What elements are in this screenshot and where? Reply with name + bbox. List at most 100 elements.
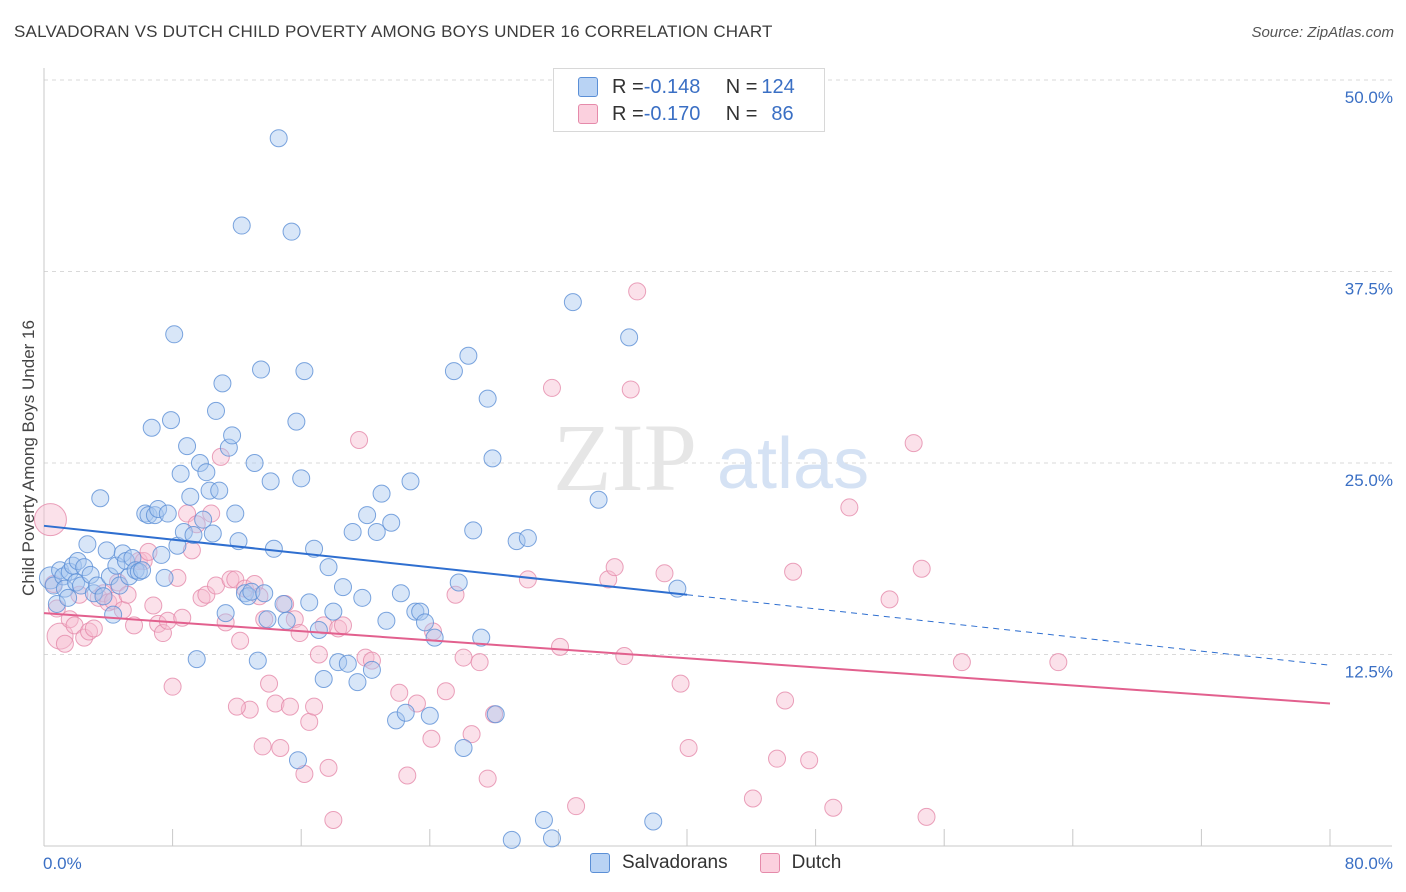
salvadoran-point: [78, 535, 97, 554]
salvadoran-point: [324, 602, 343, 621]
stats-legend-row-salvadorans: R = -0.148 N = 124: [578, 75, 795, 99]
salvadoran-point: [67, 573, 86, 592]
salvadoran-point: [213, 374, 232, 393]
dutch-point: [280, 697, 299, 716]
source-label: Source: ZipAtlas.com: [1251, 24, 1394, 41]
dutch-point: [309, 645, 328, 664]
series-legend: Salvadorans Dutch: [590, 852, 873, 874]
dutch-point: [125, 616, 144, 635]
salvadoran-points: [38, 129, 687, 849]
dutch-point: [671, 674, 690, 693]
watermark-atlas: atlas: [717, 424, 869, 504]
dutch-point: [422, 729, 441, 748]
salvadoran-point: [152, 545, 171, 564]
salvadoran-point: [367, 522, 386, 541]
dutch-point: [75, 628, 94, 647]
x-tick-label: 80.0%: [1345, 854, 1393, 873]
r-value: -0.148: [643, 75, 701, 98]
salvadoran-trend-extension: [686, 594, 1331, 666]
dutch-trend-line: [43, 612, 1331, 705]
salvadoran-point: [449, 573, 468, 592]
n-value: 86: [771, 102, 794, 125]
salvadoran-point: [459, 346, 478, 365]
salvadoran-point: [401, 472, 420, 491]
salvadoran-point: [264, 539, 283, 558]
dutch-point: [80, 622, 99, 641]
salvadoran-point: [200, 481, 219, 500]
salvadoran-point: [483, 449, 502, 468]
r-value: -0.170: [643, 102, 701, 125]
dutch-point: [197, 585, 216, 604]
legend-item-dutch[interactable]: Dutch: [759, 852, 841, 874]
dutch-point: [350, 431, 369, 450]
dutch-point: [253, 737, 272, 756]
dutch-point: [305, 697, 324, 716]
dutch-point: [46, 622, 74, 650]
salvadoran-point: [274, 594, 293, 613]
salvadoran-point: [396, 703, 415, 722]
y-axis-label: Child Poverty Among Boys Under 16: [19, 320, 38, 596]
salvadoran-point: [226, 504, 245, 523]
dutch-point: [163, 677, 182, 696]
watermark: ZIP atlas: [553, 404, 869, 511]
salvadoran-point: [203, 524, 222, 543]
salvadoran-point: [126, 561, 145, 580]
dutch-swatch: [759, 853, 780, 873]
salvadoran-point: [161, 411, 180, 430]
dutch-point: [454, 648, 473, 667]
salvadoran-point: [269, 129, 288, 148]
axes: [43, 68, 1392, 847]
dutch-point: [260, 674, 279, 693]
dutch-point: [227, 697, 246, 716]
dutch-point: [800, 751, 819, 770]
stats-legend: R = -0.148 N = 124 R = -0.170 N = 86: [553, 68, 825, 132]
dutch-swatch: [578, 104, 598, 124]
salvadoran-point: [486, 705, 505, 724]
salvadoran-point: [478, 389, 497, 408]
salvadoran-point: [129, 562, 148, 581]
salvadoran-point: [94, 587, 113, 606]
y-tick-label: 25.0%: [1345, 471, 1393, 490]
salvadoran-point: [139, 506, 158, 525]
salvadoran-point: [502, 830, 521, 849]
salvadoran-point: [309, 620, 328, 639]
salvadoran-point: [411, 602, 430, 621]
dutch-point: [880, 590, 899, 609]
dutch-point: [904, 434, 923, 453]
dutch-point: [231, 631, 250, 650]
dutch-point: [655, 564, 674, 583]
dutch-point: [266, 694, 285, 713]
dutch-point: [300, 712, 319, 731]
dutch-point: [628, 282, 647, 301]
salvadoran-point: [165, 325, 184, 344]
salvadoran-point: [620, 328, 639, 347]
y-tick-label: 50.0%: [1345, 88, 1393, 107]
dutch-point: [362, 651, 381, 670]
salvadoran-point: [542, 829, 561, 848]
salvadoran-point: [305, 539, 324, 558]
salvadoran-point: [353, 588, 372, 607]
salvadoran-point: [245, 454, 264, 472]
dutch-point: [324, 810, 343, 829]
salvadoran-point: [292, 469, 311, 488]
legend-item-salvadorans[interactable]: Salvadorans: [590, 852, 728, 874]
salvadoran-point: [333, 578, 352, 597]
dutch-point: [824, 798, 843, 817]
dutch-point: [221, 570, 240, 589]
salvadoran-point: [184, 526, 203, 545]
salvadoran-point: [171, 464, 190, 483]
dutch-point: [168, 568, 187, 587]
salvadoran-point: [319, 558, 338, 577]
salvadoran-point: [377, 611, 396, 630]
salvadoran-point: [97, 541, 116, 560]
dutch-point: [679, 738, 698, 757]
salvadoran-point: [464, 521, 483, 540]
salvadoran-point: [329, 653, 348, 672]
salvadoran-point: [314, 670, 333, 689]
salvadoran-point: [110, 576, 129, 595]
tick-labels: 12.5% 25.0% 37.5% 50.0% 0.0% 80.0%: [43, 88, 1393, 873]
dutch-point: [149, 614, 168, 633]
legend-label: Salvadorans: [622, 852, 728, 873]
salvadoran-point: [589, 490, 608, 509]
watermark-zip: ZIP: [553, 404, 697, 511]
